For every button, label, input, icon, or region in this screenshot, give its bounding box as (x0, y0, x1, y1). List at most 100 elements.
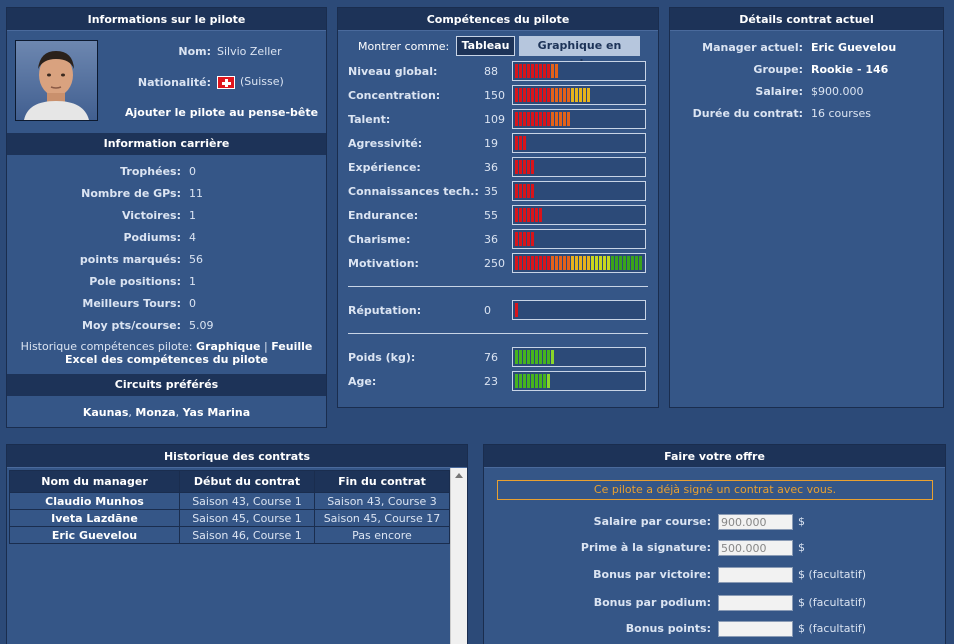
bar-segment (627, 256, 630, 270)
career-label: Victoires: (121, 209, 181, 222)
offer-title: Faire votre offre (484, 445, 945, 468)
bar-segment (543, 374, 546, 388)
offer-suffix: $ (facultatif) (798, 596, 867, 609)
skill-label: Connaissances tech.: (348, 185, 479, 198)
bar-segment (571, 256, 574, 270)
pilot-name: Silvio Zeller (217, 45, 282, 58)
bar-segment (551, 88, 554, 102)
offer-input[interactable] (718, 567, 793, 583)
bar-segment (587, 88, 590, 102)
offer-input[interactable] (718, 621, 793, 637)
circuit-link[interactable]: Yas Marina (182, 406, 251, 419)
bar-segment (539, 208, 542, 222)
bar-segment (515, 88, 518, 102)
career-label: Podiums: (123, 231, 181, 244)
skill-bar (512, 229, 646, 249)
start-cell: Saison 45, Course 1 (179, 509, 315, 527)
tab-table[interactable]: Tableau (456, 36, 515, 56)
bar-segment (547, 64, 550, 78)
skill-value: 109 (484, 113, 505, 126)
bar-segment (531, 184, 534, 198)
bar-segment (631, 256, 634, 270)
skill-value: 55 (484, 209, 498, 222)
offer-notice: Ce pilote a déjà signé un contrat avec v… (497, 480, 933, 500)
table-row: Claudio Munhos Saison 43, Course 1 Saison … (9, 492, 450, 510)
skill-bar (512, 109, 646, 129)
skill-value: 150 (484, 89, 505, 102)
circuit-link[interactable]: Monza (135, 406, 176, 419)
bar-segment (515, 136, 518, 150)
manager-name-cell[interactable]: Iveta Lazdāne (9, 509, 180, 527)
bar-segment (519, 160, 522, 174)
bar-segment (519, 350, 522, 364)
pilot-info-title: Informations sur le pilote (7, 8, 326, 31)
offer-field-label: Bonus points: (625, 622, 711, 635)
bar-segment (523, 208, 526, 222)
offer-suffix: $ (798, 541, 805, 554)
bar-segment (611, 256, 614, 270)
offer-input[interactable] (718, 540, 793, 556)
skill-label: Age: (348, 375, 377, 388)
bar-segment (531, 374, 534, 388)
bar-segment (519, 88, 522, 102)
bar-segment (539, 64, 542, 78)
career-value: 11 (189, 187, 203, 200)
skill-value: 76 (484, 351, 498, 364)
skill-value: 19 (484, 137, 498, 150)
skill-label: Poids (kg): (348, 351, 416, 364)
skill-bar (512, 347, 646, 367)
col-start: Début du contrat (179, 470, 315, 493)
divider (348, 286, 648, 287)
skill-bar (512, 253, 646, 273)
bar-segment (527, 160, 530, 174)
bar-segment (523, 232, 526, 246)
skill-label: Concentration: (348, 89, 441, 102)
contract-label: Salaire: (755, 85, 803, 98)
bar-segment (559, 112, 562, 126)
bar-segment (519, 136, 522, 150)
bar-segment (547, 88, 550, 102)
circuit-link[interactable]: Kaunas (82, 406, 129, 419)
skill-value: 36 (484, 233, 498, 246)
bar-segment (531, 256, 534, 270)
bar-segment (583, 256, 586, 270)
scroll-up-icon[interactable] (455, 473, 463, 478)
bar-segment (567, 256, 570, 270)
tab-radar[interactable]: Graphique en radar (519, 36, 640, 70)
skill-label: Expérience: (348, 161, 421, 174)
manager-name-cell[interactable]: Claudio Munhos (9, 492, 180, 510)
bar-segment (547, 350, 550, 364)
history-scrollbar[interactable] (450, 468, 467, 644)
manager-name-cell[interactable]: Eric Guevelou (9, 526, 180, 544)
bar-segment (619, 256, 622, 270)
add-to-notes-link[interactable]: Ajouter le pilote au pense-bête (125, 106, 319, 119)
bar-segment (543, 88, 546, 102)
bar-segment (515, 350, 518, 364)
offer-input[interactable] (718, 595, 793, 611)
bar-segment (567, 112, 570, 126)
skill-label: Endurance: (348, 209, 419, 222)
history-graph-link[interactable]: Graphique (195, 340, 261, 353)
bar-segment (515, 303, 518, 317)
bar-segment (551, 350, 554, 364)
bar-segment (551, 64, 554, 78)
offer-field-label: Bonus par victoire: (593, 568, 711, 581)
bar-segment (519, 256, 522, 270)
offer-field-label: Bonus par podium: (593, 596, 711, 609)
bar-segment (587, 256, 590, 270)
history-excel-link[interactable]: Excel des compétences du pilote (65, 353, 268, 366)
offer-input[interactable] (718, 514, 793, 530)
contract-value[interactable]: Eric Guevelou (811, 41, 897, 54)
skill-bar (512, 85, 646, 105)
career-value: 4 (189, 231, 196, 244)
career-label: points marqués: (79, 253, 181, 266)
history-sheet-link[interactable]: Feuille (271, 340, 313, 353)
offer-panel: Faire votre offre Ce pilote a déjà signé… (483, 444, 946, 644)
pilot-info-panel: Informations sur le pilote Nom: Silvio Z… (6, 7, 327, 428)
bar-segment (527, 256, 530, 270)
bar-segment (579, 256, 582, 270)
history-title: Historique des contrats (7, 445, 467, 468)
bar-segment (547, 374, 550, 388)
history-panel: Historique des contrats Nom du manager D… (6, 444, 468, 644)
skill-label: Talent: (348, 113, 391, 126)
